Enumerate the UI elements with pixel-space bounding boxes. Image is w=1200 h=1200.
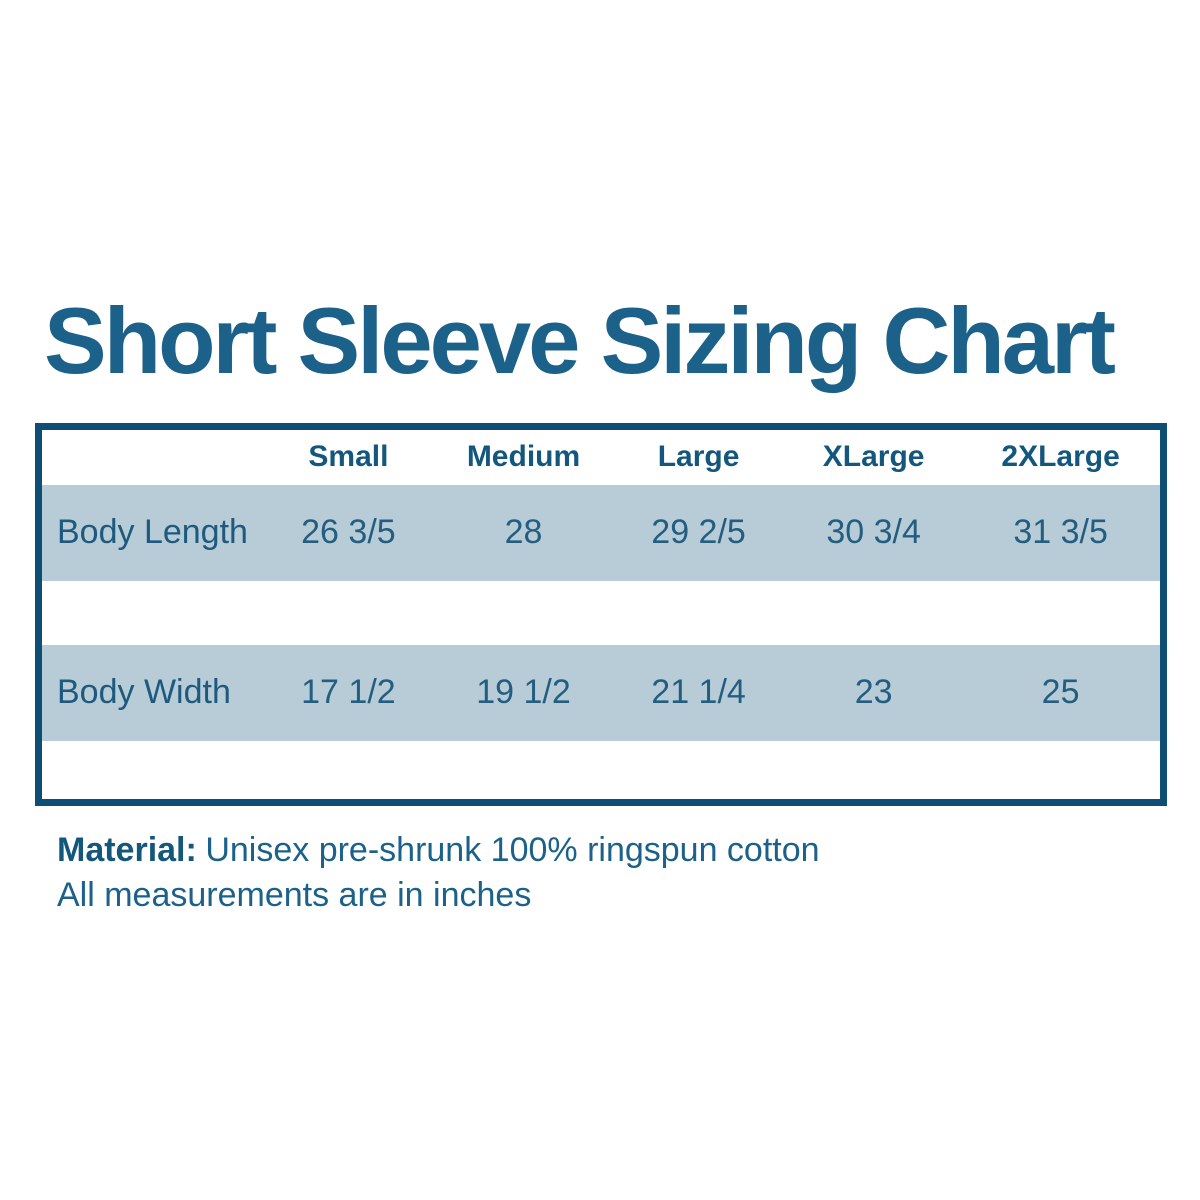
material-label: Material: [57, 831, 197, 869]
table-cell: 19 1/2 [476, 673, 571, 711]
column-header-small: Small [308, 440, 389, 474]
table-cell: 17 1/2 [301, 673, 396, 711]
table-cell: 29 2/5 [651, 513, 746, 551]
footer-notes: Material: Unisex pre-shrunk 100% ringspun… [57, 828, 820, 918]
row-label-body-length: Body Length [57, 513, 248, 551]
spacer-row [38, 740, 1164, 803]
material-line: Material: Unisex pre-shrunk 100% ringspun… [57, 828, 820, 873]
column-header-xlarge: XLarge [822, 440, 925, 474]
table-row-body-width: Body Width 17 1/2 19 1/2 21 1/4 23 25 [38, 644, 1164, 741]
page-title: Short Sleeve Sizing Chart [44, 288, 1116, 393]
table-cell: 23 [854, 673, 893, 711]
corner-header-cell [39, 427, 261, 485]
table-cell: 31 3/5 [1013, 513, 1108, 551]
spacer-row [38, 580, 1164, 645]
column-header-large: Large [657, 440, 740, 474]
row-label-body-width: Body Width [57, 673, 231, 711]
table-cell: 21 1/4 [651, 673, 746, 711]
table-cell: 26 3/5 [301, 513, 396, 551]
table-cell: 30 3/4 [826, 513, 921, 551]
header-row: Small Medium Large XLarge 2XLarge [38, 426, 1164, 485]
column-header-medium: Medium [466, 440, 581, 474]
sizing-table: Small Medium Large XLarge 2XLarge Body L… [35, 423, 1167, 806]
measurements-note: All measurements are in inches [57, 876, 532, 914]
table-row-body-length: Body Length 26 3/5 28 29 2/5 30 3/4 31 3… [38, 484, 1164, 581]
table-cell: 28 [504, 513, 543, 551]
column-header-2xlarge: 2XLarge [1001, 440, 1120, 474]
table-cell: 25 [1041, 673, 1080, 711]
material-value: Unisex pre-shrunk 100% ringspun cotton [205, 831, 820, 869]
